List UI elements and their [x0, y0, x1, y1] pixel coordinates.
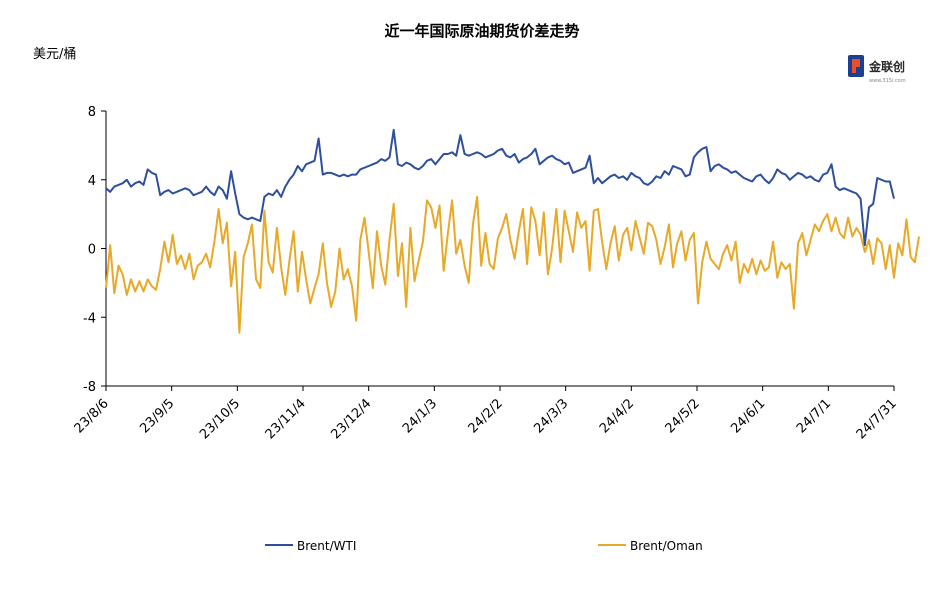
svg-text:金联创: 金联创 [868, 59, 905, 74]
y-tick-label: -8 [83, 380, 96, 395]
y-tick-label: 8 [88, 105, 96, 120]
x-tick-label: 24/7/31 [854, 396, 900, 442]
y-axis-unit-label: 美元/桶 [33, 47, 76, 62]
legend: Brent/WTI Brent/Oman [265, 539, 703, 553]
legend-item-brent-oman: Brent/Oman [598, 539, 703, 553]
x-tick-label: 23/10/5 [197, 396, 243, 442]
y-tick-label: 4 [88, 174, 96, 189]
y-tick-label: -4 [83, 311, 96, 326]
svg-text:www.315i.com: www.315i.com [869, 78, 906, 84]
x-tick-label: 23/9/5 [137, 396, 177, 436]
logo: 金联创 www.315i.com [848, 55, 906, 84]
x-tick-label: 24/4/2 [597, 396, 637, 436]
x-tick-label: 23/12/4 [328, 396, 374, 442]
legend-label-brent-wti: Brent/WTI [297, 539, 356, 553]
y-tick-label: 0 [88, 243, 96, 258]
legend-item-brent-wti: Brent/WTI [265, 539, 356, 553]
x-tick-label: 23/8/6 [72, 396, 112, 436]
x-tick-label: 24/7/1 [794, 396, 834, 436]
chart-title: 近一年国际原油期货价差走势 [384, 22, 579, 40]
series-line-brent-wti [105, 128, 895, 247]
x-tick-label: 24/3/3 [531, 396, 571, 436]
x-tick-label: 24/6/1 [728, 396, 768, 436]
x-tick-label: 23/11/4 [263, 396, 309, 442]
x-tick-label: 24/1/3 [400, 396, 440, 436]
legend-label-brent-oman: Brent/Oman [630, 539, 703, 553]
series-layer [105, 128, 920, 334]
x-tick-label: 24/2/2 [466, 396, 506, 436]
series-line-brent-oman [105, 195, 920, 334]
x-tick-label: 24/5/2 [663, 396, 703, 436]
